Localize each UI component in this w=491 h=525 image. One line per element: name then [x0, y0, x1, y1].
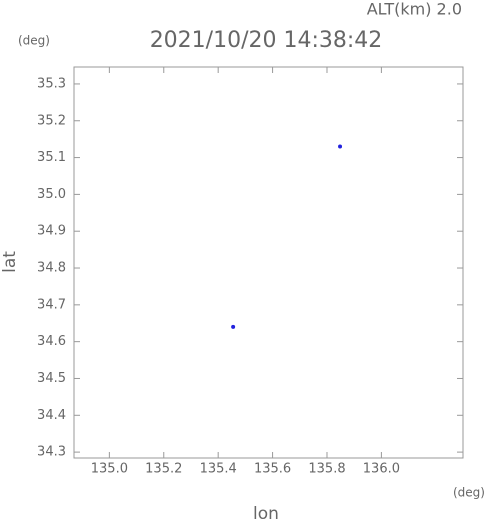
- y-tick-label: 34.9: [37, 224, 66, 239]
- y-tick-label: 35.3: [37, 76, 66, 91]
- x-tick-label: 135.2: [145, 462, 182, 477]
- y-tick-label: 35.2: [37, 113, 66, 128]
- y-axis-label: lat: [0, 251, 20, 273]
- x-tick-label: 135.6: [254, 462, 291, 477]
- y-tick-label: 35.0: [37, 187, 66, 202]
- point: [231, 324, 236, 329]
- altitude-label: ALT(km) 2.0: [367, 0, 462, 19]
- x-tick-label: 135.0: [91, 462, 128, 477]
- plot-frame: [73, 66, 464, 459]
- y-tick-label: 34.3: [37, 445, 66, 460]
- y-tick-label: 34.4: [37, 408, 66, 423]
- y-tick-label: 34.6: [37, 334, 66, 349]
- y-unit: (deg): [18, 34, 50, 48]
- x-unit: (deg): [453, 486, 485, 500]
- chart-title: 2021/10/20 14:38:42: [150, 28, 383, 53]
- y-tick-label: 34.8: [37, 261, 66, 276]
- point: [338, 144, 343, 149]
- x-tick-label: 135.4: [200, 462, 237, 477]
- x-tick-label: 135.8: [308, 462, 345, 477]
- x-tick-label: 136.0: [363, 462, 400, 477]
- y-tick-label: 35.1: [37, 150, 66, 165]
- x-axis-label: lon: [253, 504, 279, 521]
- y-tick-label: 34.7: [37, 297, 66, 312]
- y-tick-label: 34.5: [37, 371, 66, 386]
